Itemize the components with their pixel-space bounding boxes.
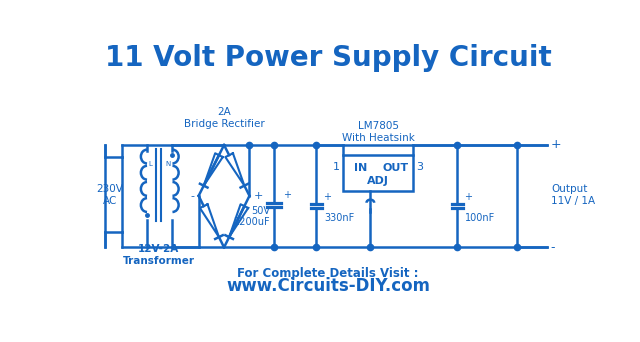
Text: 50V
2200uF: 50V 2200uF [234, 206, 270, 227]
Text: 100nF: 100nF [465, 213, 495, 223]
Text: LM7805
With Heatsink: LM7805 With Heatsink [342, 121, 415, 143]
Text: 2A
Bridge Rectifier: 2A Bridge Rectifier [184, 107, 264, 129]
Text: 11 Volt Power Supply Circuit: 11 Volt Power Supply Circuit [104, 44, 552, 72]
Text: +: + [323, 192, 332, 202]
Text: For Complete Details Visit :: For Complete Details Visit : [237, 267, 419, 280]
Text: 3: 3 [416, 161, 423, 172]
Text: L: L [148, 161, 152, 167]
Text: 1: 1 [333, 161, 340, 172]
Text: 330nF: 330nF [324, 213, 355, 223]
Text: 12V-2A
Transformer: 12V-2A Transformer [123, 244, 195, 266]
Text: OUT: OUT [383, 163, 409, 173]
Text: IN: IN [354, 163, 367, 173]
Text: Output
11V / 1A: Output 11V / 1A [551, 184, 595, 206]
Text: 230V
AC: 230V AC [97, 184, 124, 206]
Text: +: + [254, 191, 264, 201]
Bar [344, 155, 413, 191]
Text: +: + [283, 190, 291, 200]
Text: -: - [550, 241, 555, 254]
Text: N: N [166, 161, 171, 167]
Text: www.Circuits-DIY.com: www.Circuits-DIY.com [226, 277, 430, 295]
Text: -: - [190, 191, 194, 201]
Text: +: + [464, 192, 472, 202]
Text: ADJ: ADJ [367, 176, 389, 186]
Text: +: + [550, 139, 561, 152]
